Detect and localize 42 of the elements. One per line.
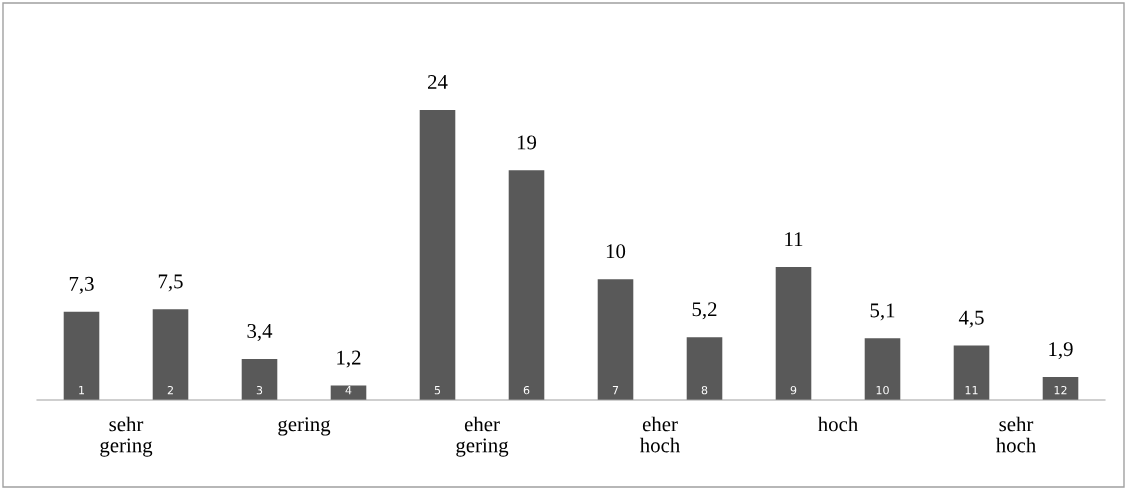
- data-label: 24: [428, 75, 448, 89]
- data-label: 5,1: [870, 303, 895, 321]
- text: eher gering: [456, 416, 509, 457]
- x-tick-label: 2: [167, 385, 173, 395]
- x-tick-label: 4: [345, 386, 352, 395]
- bar: [864, 338, 901, 400]
- data-label: 5,2: [692, 302, 717, 320]
- x-tick-label: 6: [523, 385, 530, 395]
- bar: [152, 309, 189, 400]
- x-tick-label: 9: [790, 385, 797, 395]
- data-label: 19: [517, 135, 537, 150]
- bar: [419, 109, 456, 400]
- data-label: 7,5: [158, 274, 183, 292]
- x-tick-label: 10: [876, 385, 889, 395]
- bar: [775, 267, 812, 400]
- bar: [597, 279, 634, 400]
- text: hoch: [817, 416, 858, 432]
- text: eher hoch: [639, 416, 680, 453]
- data-label: 4,5: [958, 310, 984, 328]
- data-label: 11: [785, 232, 803, 246]
- x-tick-label: 11: [965, 386, 978, 395]
- bar: [330, 385, 367, 400]
- x-tick-label: 8: [701, 385, 708, 395]
- x-tick-label: 1: [79, 386, 85, 395]
- bar: [686, 337, 723, 400]
- data-label: 1,2: [337, 350, 361, 368]
- data-label: 10: [606, 244, 626, 259]
- text: sehr gering: [100, 416, 153, 457]
- bar: [1042, 377, 1079, 400]
- x-tick-label: 3: [256, 385, 263, 395]
- bar: [63, 311, 100, 400]
- x-tick-label: 5: [434, 386, 441, 395]
- bar: [953, 345, 990, 400]
- data-label: 3,4: [247, 324, 273, 342]
- bar: [241, 358, 278, 400]
- text: sehr hoch: [995, 416, 1036, 453]
- text: gering: [278, 417, 331, 436]
- data-label: 7,3: [69, 276, 94, 294]
- x-tick-label: 7: [612, 386, 619, 395]
- bar: [508, 170, 545, 400]
- data-label: 1,9: [1049, 342, 1073, 360]
- x-tick-label: 12: [1054, 385, 1067, 395]
